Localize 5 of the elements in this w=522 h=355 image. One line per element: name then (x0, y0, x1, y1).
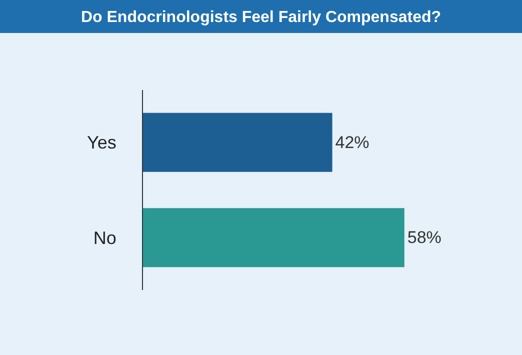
chart-title: Do Endocrinologists Feel Fairly Compensated? (80, 9, 442, 26)
y-tick-label: Yes (87, 132, 116, 153)
data-label: 42% (335, 132, 370, 152)
data-label: 58% (407, 228, 442, 248)
y-tick-label: No (93, 228, 116, 248)
